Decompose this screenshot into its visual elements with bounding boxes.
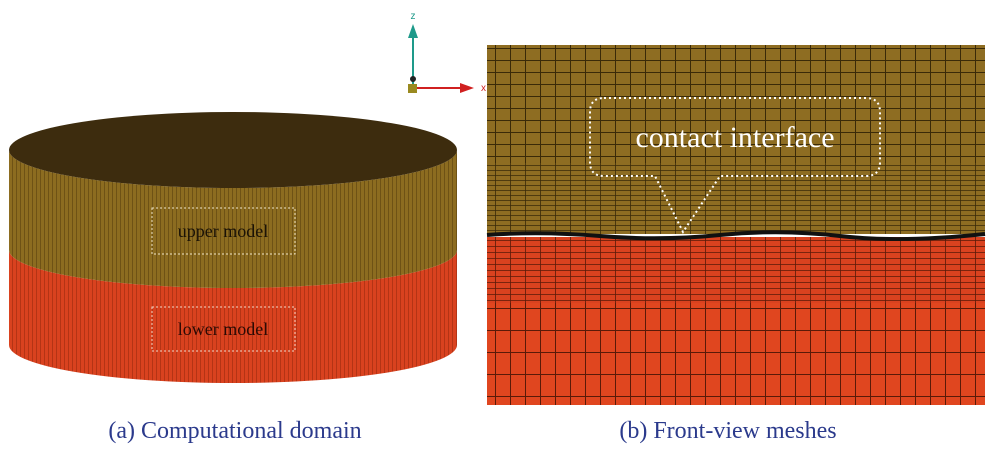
- z-axis-label: z: [411, 11, 416, 22]
- mesh-lower-dense: [487, 237, 985, 303]
- mesh-upper-dense: [487, 163, 985, 234]
- axis-triad: z x: [408, 11, 486, 94]
- x-axis-label: x: [481, 83, 486, 94]
- figure: upper model lower model z x contact inte…: [0, 0, 992, 451]
- upper-model-label: upper model: [178, 221, 268, 241]
- lower-model-label: lower model: [178, 319, 268, 339]
- caption-b: (b) Front-view meshes: [619, 418, 836, 444]
- mesh-lower: [487, 303, 985, 405]
- cylinder-top: [9, 112, 457, 188]
- panel-b: contact interface: [487, 45, 985, 405]
- callout-label: contact interface: [635, 121, 834, 154]
- caption-a: (a) Computational domain: [108, 418, 361, 444]
- panel-a: upper model lower model z x: [9, 11, 486, 383]
